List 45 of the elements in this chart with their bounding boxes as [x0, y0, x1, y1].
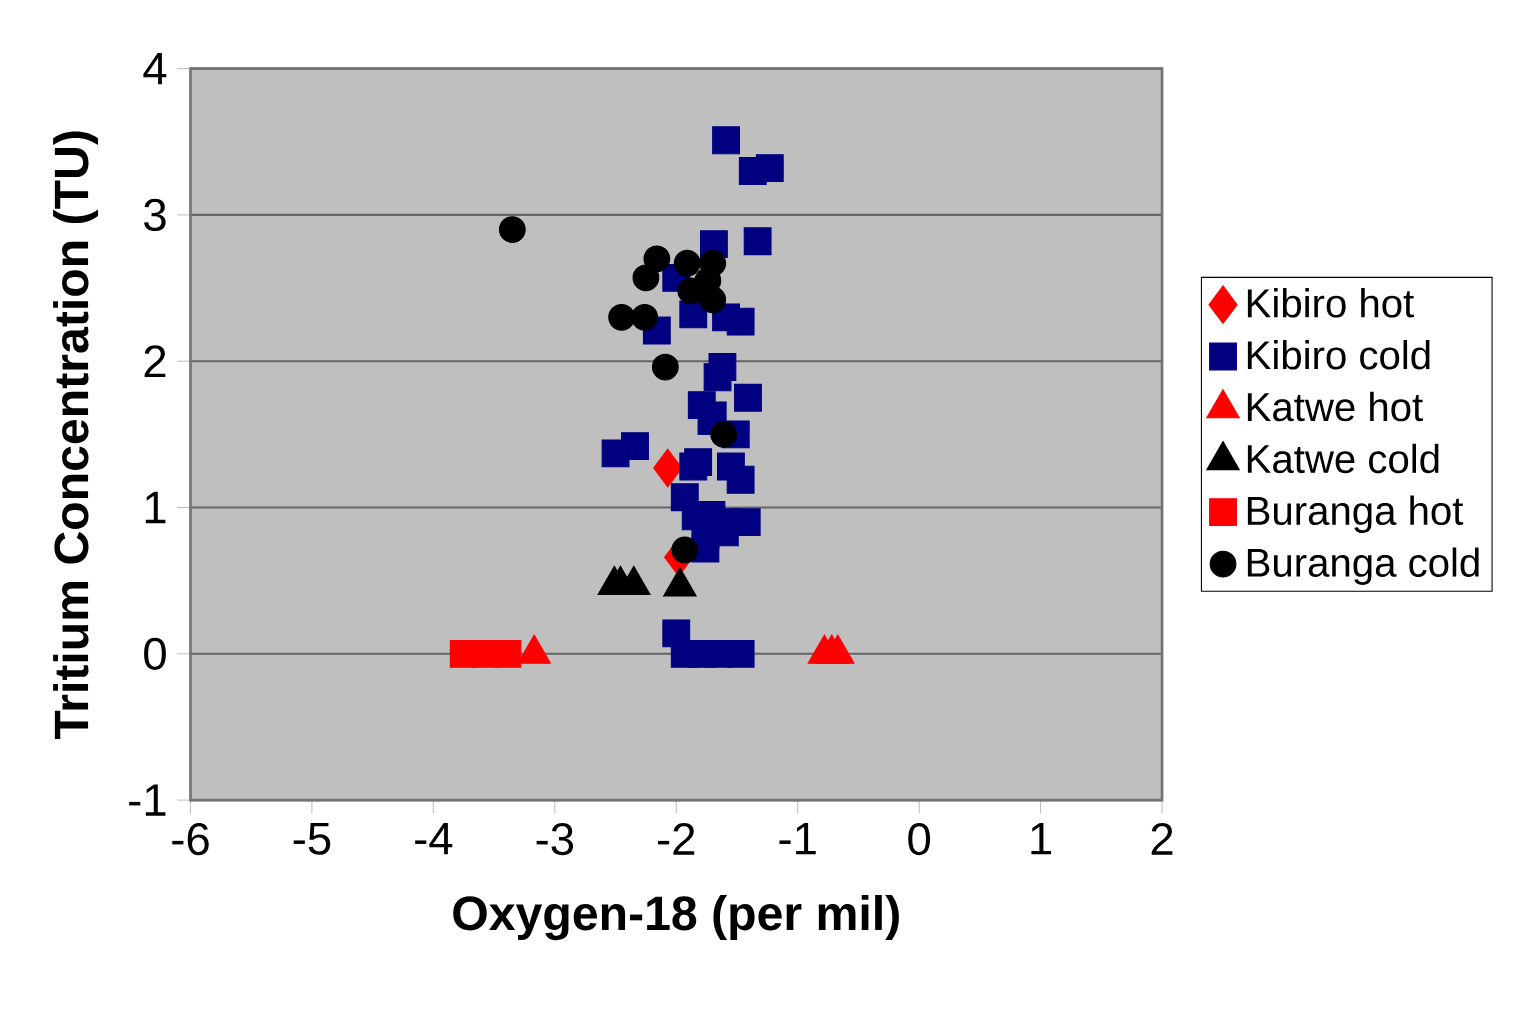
x-tick-label: -1	[779, 823, 816, 855]
point	[712, 126, 740, 155]
point	[726, 307, 755, 336]
point	[493, 640, 522, 668]
point	[632, 264, 660, 292]
point	[726, 640, 755, 668]
y-tick-label: 2	[144, 345, 166, 378]
point	[621, 432, 649, 461]
point	[673, 249, 701, 277]
legend-label: Buranga hot	[1247, 495, 1464, 534]
y-tick-label: -1	[129, 784, 166, 816]
y-axis-title: Tritium Concentration (TU)	[53, 131, 99, 740]
legend-label: Katwe hot	[1247, 392, 1423, 422]
x-tick-label: -2	[658, 823, 695, 855]
point	[684, 448, 713, 477]
y-tick-label: 0	[144, 637, 166, 671]
point	[677, 277, 705, 305]
point	[726, 465, 755, 494]
point	[651, 353, 679, 381]
point	[643, 245, 671, 273]
x-tick-label: -5	[293, 823, 331, 855]
y-tick-label: 1	[145, 491, 166, 524]
legend-label: Buranga cold	[1247, 547, 1479, 586]
legend-label: Kibiro cold	[1247, 340, 1430, 370]
x-tick-label: -3	[536, 823, 574, 856]
point	[743, 227, 772, 256]
point	[710, 421, 738, 448]
x-tick-label: 1	[1031, 823, 1052, 855]
point	[498, 216, 526, 244]
y-tick-label: 3	[144, 198, 166, 232]
x-tick-label: 2	[1151, 823, 1173, 855]
x-tick-label: -6	[172, 823, 209, 856]
point	[608, 304, 636, 331]
point	[699, 286, 727, 314]
point	[733, 383, 762, 412]
x-tick-label: -4	[415, 823, 453, 855]
point	[671, 536, 699, 564]
y-tick-label: 4	[143, 53, 167, 85]
x-axis-title: Oxygen-18 (per mil)	[453, 895, 899, 941]
legend-label: Katwe cold	[1247, 443, 1439, 474]
point	[755, 154, 784, 183]
x-tick-label: 0	[908, 823, 931, 856]
legend-label: Kibiro hot	[1247, 288, 1414, 318]
point	[703, 363, 732, 392]
point	[631, 304, 659, 331]
